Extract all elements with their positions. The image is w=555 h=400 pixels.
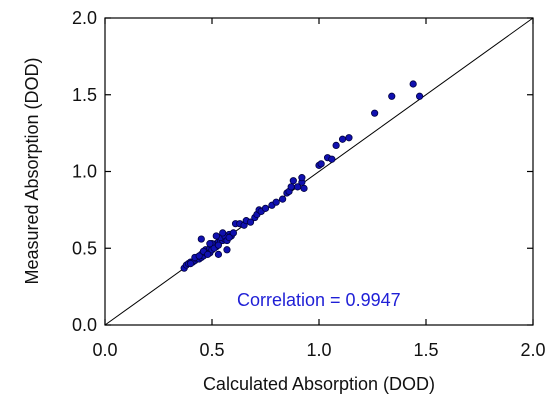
data-point [225,233,233,242]
data-point [229,229,237,237]
x-tick-label: 1.0 [306,340,331,360]
x-tick-label: 0.5 [199,340,224,360]
x-tick-label: 0.0 [92,340,117,360]
data-point [219,229,227,237]
data-point [195,252,203,260]
y-axis-label: Measured Absorption (DOD) [22,57,42,284]
data-point [409,80,417,88]
data-point [212,232,220,240]
y-tick-label: 2.0 [72,8,97,28]
data-point [223,246,231,254]
x-axis-label: Calculated Absorption (DOD) [203,374,435,394]
data-point [272,198,280,206]
data-point [261,204,270,212]
identity-line [104,17,534,326]
data-point [328,155,336,163]
plot-area [104,17,534,326]
data-point [246,218,255,226]
data-point [204,250,212,258]
data-point [300,184,308,192]
data-point [214,241,223,249]
data-point [317,160,325,168]
data-point [415,92,424,100]
axis-ticks: 0.0 0.5 1.0 1.5 2.0 0.0 0.5 1.0 1.5 2.0 [72,8,546,360]
data-point [287,183,295,191]
x-tick-label: 1.5 [413,340,438,360]
y-tick-label: 0.0 [72,315,97,335]
y-tick-label: 1.5 [72,85,97,105]
x-tick-label: 2.0 [520,340,545,360]
data-point [289,177,297,185]
data-point [345,134,353,142]
data-point [206,240,214,248]
y-tick-label: 1.0 [72,162,97,182]
data-point [187,259,195,268]
data-point [214,250,223,258]
data-point [279,195,287,203]
y-tick-label: 0.5 [72,238,97,258]
correlation-annotation: Correlation = 0.9947 [237,290,401,310]
data-points [180,80,424,272]
data-point [332,141,340,150]
data-point [338,135,347,143]
data-point [371,109,379,117]
data-point [388,92,396,100]
data-point [298,174,306,182]
data-point [197,235,205,243]
